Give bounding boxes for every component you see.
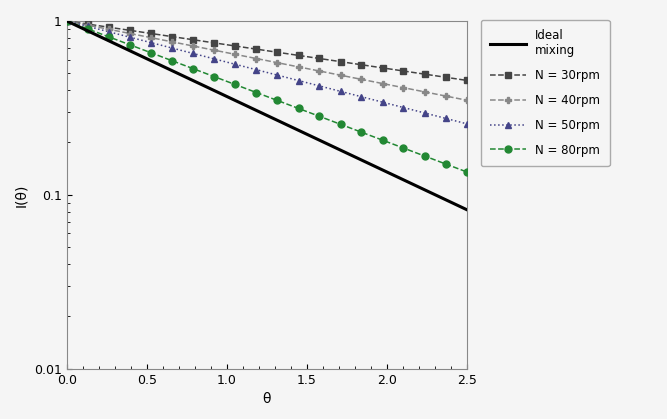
X-axis label: θ: θ (263, 392, 271, 406)
Legend: Ideal
mixing, N = 30rpm, N = 40rpm, N = 50rpm, N = 80rpm: Ideal mixing, N = 30rpm, N = 40rpm, N = … (481, 20, 610, 166)
Y-axis label: I(θ): I(θ) (15, 183, 29, 207)
